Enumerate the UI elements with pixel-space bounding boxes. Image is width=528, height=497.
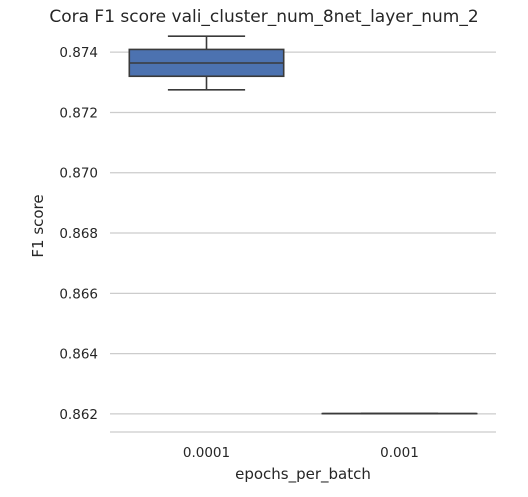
y-tick-label: 0.874	[59, 45, 98, 61]
y-tick-labels: 0.862 0.864 0.866 0.868 0.870 0.872 0.874	[59, 45, 98, 423]
x-axis-label: epochs_per_batch	[235, 465, 371, 484]
y-axis-label: F1 score	[29, 194, 47, 257]
boxes	[129, 36, 476, 413]
y-tick-label: 0.864	[59, 347, 98, 363]
y-tick-label: 0.872	[59, 105, 98, 121]
y-tick-label: 0.866	[59, 286, 98, 302]
box-group	[129, 36, 283, 90]
y-tick-label: 0.862	[59, 407, 98, 423]
y-tick-label: 0.870	[59, 166, 98, 182]
x-tick-labels: 0.0001 0.001	[183, 445, 419, 461]
x-tick-label: 0.0001	[183, 445, 230, 461]
grid-lines	[110, 52, 496, 414]
chart-title: Cora F1 score vali_cluster_num_8net_laye…	[49, 7, 478, 27]
x-tick-label: 0.001	[380, 445, 419, 461]
y-tick-label: 0.868	[59, 226, 98, 242]
